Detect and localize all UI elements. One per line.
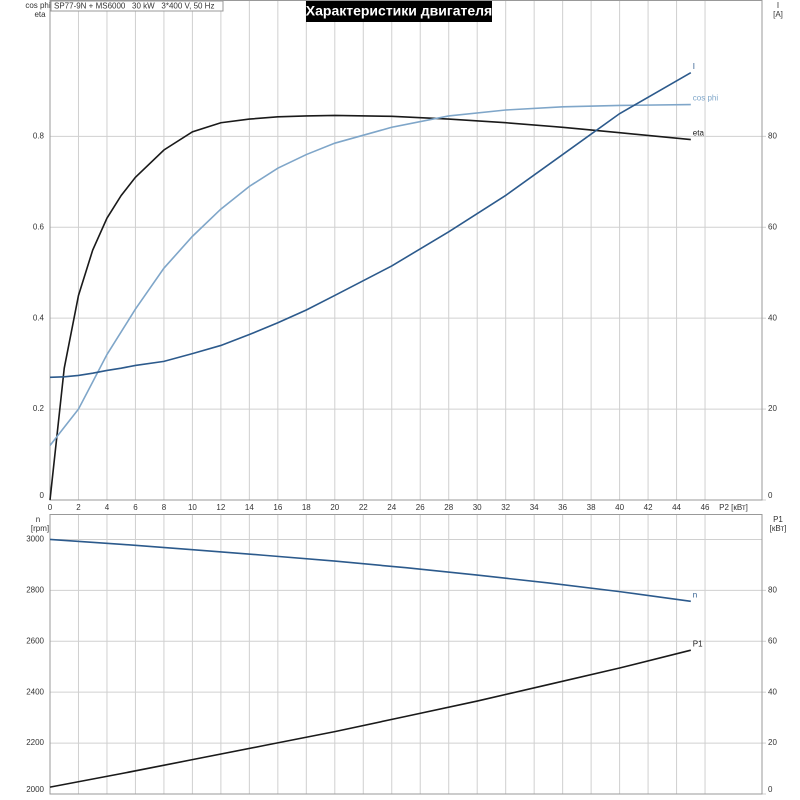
x-tick-label: 14 [245, 503, 254, 512]
chart-title: Характеристики двигателя [306, 3, 492, 19]
plot-frame [49, 0, 763, 501]
y2-tick-label: 40 [768, 687, 777, 696]
x-axis-label: P2 [кВт] [719, 503, 748, 512]
y2-axis-label: [A] [773, 10, 783, 19]
subtitle-box [50, 0, 224, 12]
x-tick-label: 36 [558, 503, 567, 512]
y-tick-label: 2600 [26, 636, 44, 645]
series-line [49, 538, 691, 603]
y-axis-label: n [36, 515, 40, 524]
y-tick-label: 3000 [26, 535, 44, 544]
y-axis-label: cos phi [25, 1, 51, 10]
chart-subtitle: SP77-9N + MS6000 30 kW 3*400 V, 50 Hz [54, 2, 214, 11]
y-tick-label: 2000 [26, 785, 44, 794]
x-tick-label: 12 [216, 503, 225, 512]
series-line [49, 72, 692, 379]
series-label: eta [693, 129, 705, 138]
y2-axis-label: I [777, 1, 779, 10]
y-tick-label: 0.4 [33, 313, 45, 322]
y2-tick-label: 20 [768, 738, 777, 747]
x-tick-label: 24 [387, 503, 396, 512]
x-tick-label: 46 [701, 503, 710, 512]
x-tick-label: 20 [330, 503, 339, 512]
x-tick-label: 2 [76, 503, 81, 512]
x-tick-label: 34 [530, 503, 539, 512]
y2-tick-label: 80 [768, 585, 777, 594]
y-axis-label: eta [34, 10, 46, 19]
x-tick-label: 16 [273, 503, 282, 512]
x-tick-label: 44 [672, 503, 681, 512]
y2-tick-label: 60 [768, 222, 777, 231]
series-line [49, 114, 691, 501]
y2-axis-label: P1 [773, 515, 783, 524]
x-tick-label: 10 [188, 503, 197, 512]
y2-axis-label: [кВт] [770, 524, 787, 533]
x-tick-label: 38 [587, 503, 596, 512]
y-axis-label: [rpm] [31, 524, 49, 533]
x-tick-label: 30 [473, 503, 482, 512]
series-line [49, 103, 691, 446]
y-tick-label: 0.8 [33, 131, 45, 140]
title-box [306, 1, 492, 22]
series-label: cos phi [693, 94, 719, 103]
x-tick-label: 32 [501, 503, 510, 512]
plot-frame [49, 514, 763, 795]
series-label: n [693, 590, 697, 599]
y-tick-label: 2800 [26, 585, 44, 594]
x-tick-label: 6 [133, 503, 138, 512]
x-tick-label: 18 [302, 503, 311, 512]
y2-tick-label: 60 [768, 636, 777, 645]
y-tick-label: 0.2 [33, 404, 45, 413]
x-tick-label: 40 [615, 503, 624, 512]
y-tick-label: 0 [40, 491, 45, 500]
series-label: P1 [693, 639, 703, 648]
x-tick-label: 28 [444, 503, 453, 512]
y2-tick-label: 0 [768, 491, 773, 500]
y2-tick-label: 20 [768, 404, 777, 413]
y2-tick-label: 80 [768, 131, 777, 140]
x-tick-label: 22 [359, 503, 368, 512]
series-label: I [693, 62, 695, 71]
y-tick-label: 0.6 [33, 222, 45, 231]
x-tick-label: 26 [416, 503, 425, 512]
y-tick-label: 2200 [26, 738, 44, 747]
y-tick-label: 2400 [26, 687, 44, 696]
x-tick-label: 0 [48, 503, 53, 512]
series-line [49, 649, 691, 788]
x-tick-label: 4 [105, 503, 110, 512]
x-tick-label: 42 [644, 503, 653, 512]
y2-tick-label: 0 [768, 785, 773, 794]
y2-tick-label: 40 [768, 313, 777, 322]
x-tick-label: 8 [162, 503, 167, 512]
